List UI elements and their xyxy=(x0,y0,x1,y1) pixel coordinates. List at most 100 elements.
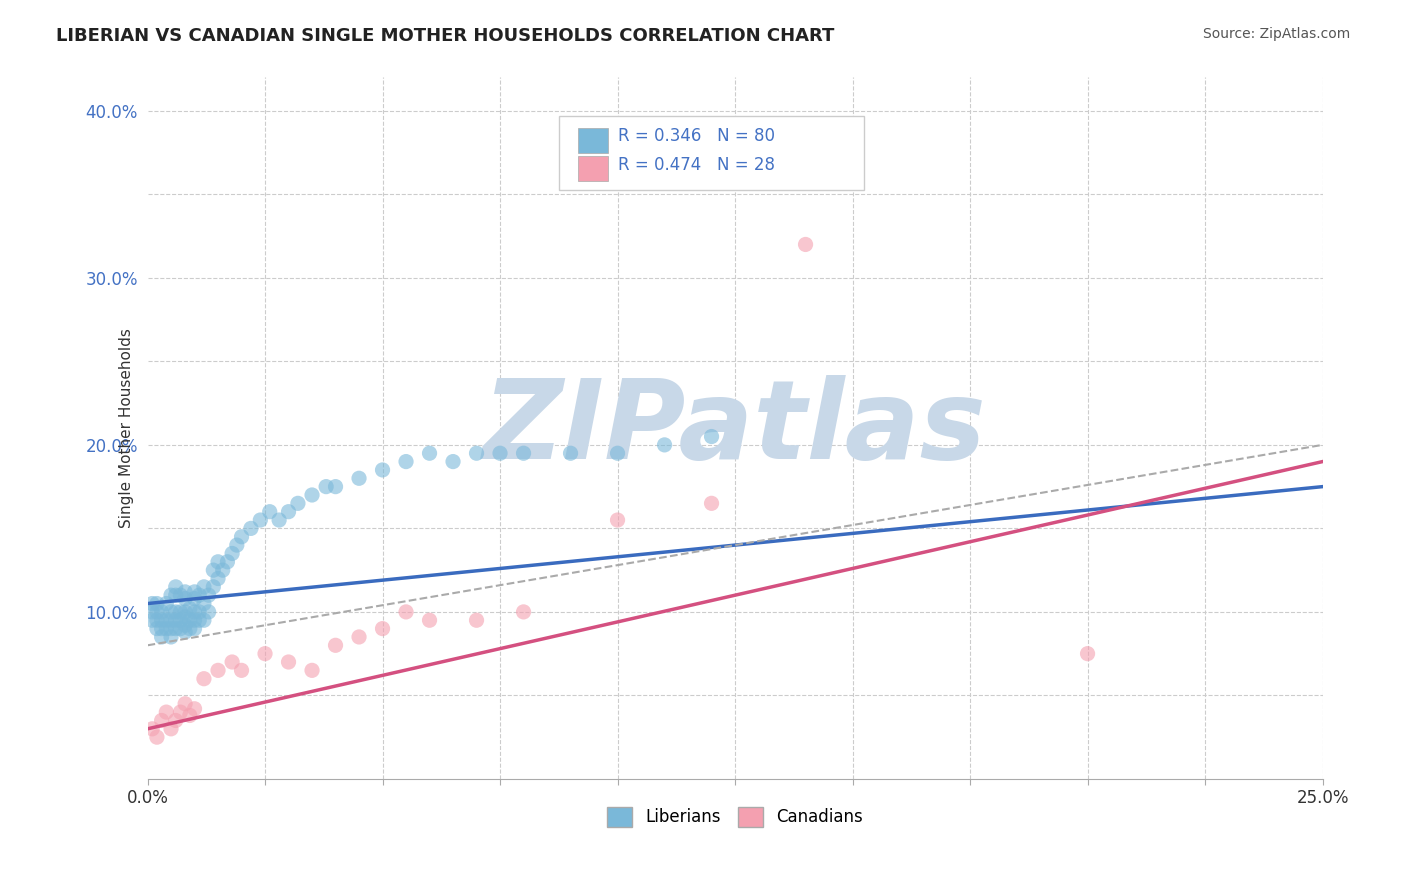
Point xyxy=(150,605,173,619)
Point xyxy=(160,605,183,619)
Point xyxy=(150,630,173,644)
Point xyxy=(193,597,215,611)
Point xyxy=(207,664,229,678)
Point xyxy=(325,480,347,494)
Point xyxy=(1077,647,1099,661)
Point xyxy=(169,622,191,636)
Point xyxy=(193,672,215,686)
Point xyxy=(188,605,211,619)
Point xyxy=(146,597,169,611)
Point xyxy=(315,480,337,494)
Point xyxy=(465,613,488,627)
Point xyxy=(174,618,197,632)
Point xyxy=(174,697,197,711)
Point xyxy=(347,630,370,644)
Point xyxy=(146,613,169,627)
Point xyxy=(560,446,582,460)
Point xyxy=(160,613,183,627)
Point xyxy=(155,613,177,627)
Point xyxy=(221,655,243,669)
Point xyxy=(150,613,173,627)
Point xyxy=(419,446,441,460)
Point xyxy=(165,588,187,602)
Point xyxy=(179,622,201,636)
Point xyxy=(183,585,205,599)
FancyBboxPatch shape xyxy=(578,128,609,153)
Point xyxy=(160,722,183,736)
Point xyxy=(259,505,281,519)
Point xyxy=(174,585,197,599)
Point xyxy=(165,605,187,619)
Point xyxy=(174,605,197,619)
Point xyxy=(197,605,219,619)
Point xyxy=(239,521,262,535)
Point xyxy=(183,622,205,636)
Point xyxy=(146,622,169,636)
Point xyxy=(169,605,191,619)
Point xyxy=(193,580,215,594)
Point xyxy=(371,622,394,636)
Point xyxy=(160,622,183,636)
Point xyxy=(325,638,347,652)
Text: R = 0.346   N = 80: R = 0.346 N = 80 xyxy=(617,127,775,145)
Point xyxy=(141,597,163,611)
Point xyxy=(183,702,205,716)
Point xyxy=(269,513,291,527)
Point xyxy=(169,705,191,719)
Text: R = 0.474   N = 28: R = 0.474 N = 28 xyxy=(617,156,775,174)
Y-axis label: Single Mother Households: Single Mother Households xyxy=(118,328,134,528)
Point xyxy=(155,597,177,611)
Point xyxy=(169,588,191,602)
Point xyxy=(395,454,418,468)
Point xyxy=(253,647,276,661)
Point xyxy=(174,591,197,606)
Point xyxy=(606,446,628,460)
Point xyxy=(174,624,197,639)
Text: ZIPatlas: ZIPatlas xyxy=(484,375,987,482)
Point xyxy=(465,446,488,460)
Text: LIBERIAN VS CANADIAN SINGLE MOTHER HOUSEHOLDS CORRELATION CHART: LIBERIAN VS CANADIAN SINGLE MOTHER HOUSE… xyxy=(56,27,835,45)
Point xyxy=(155,622,177,636)
Point xyxy=(146,730,169,744)
Point xyxy=(160,630,183,644)
Point xyxy=(217,555,239,569)
Point xyxy=(179,601,201,615)
Point xyxy=(489,446,512,460)
Legend: Liberians, Canadians: Liberians, Canadians xyxy=(600,800,869,834)
Point xyxy=(197,588,219,602)
Point xyxy=(165,613,187,627)
Point xyxy=(207,555,229,569)
Point xyxy=(371,463,394,477)
Point xyxy=(155,705,177,719)
Point xyxy=(221,546,243,560)
Point xyxy=(150,714,173,728)
Point xyxy=(606,513,628,527)
Text: Source: ZipAtlas.com: Source: ZipAtlas.com xyxy=(1202,27,1350,41)
Point xyxy=(512,446,534,460)
Point xyxy=(700,429,723,443)
Point xyxy=(188,588,211,602)
Point xyxy=(179,613,201,627)
Point xyxy=(165,580,187,594)
Point xyxy=(183,613,205,627)
FancyBboxPatch shape xyxy=(578,156,609,181)
Point xyxy=(441,454,464,468)
Point xyxy=(202,563,225,577)
Point xyxy=(395,605,418,619)
Point xyxy=(347,471,370,485)
Point xyxy=(146,605,169,619)
Point xyxy=(700,496,723,510)
Point xyxy=(277,655,299,669)
Point xyxy=(794,237,817,252)
Point xyxy=(179,708,201,723)
Point xyxy=(160,588,183,602)
Point xyxy=(654,438,676,452)
Point xyxy=(202,580,225,594)
Point xyxy=(301,664,323,678)
FancyBboxPatch shape xyxy=(558,116,865,190)
Point xyxy=(193,613,215,627)
Point xyxy=(419,613,441,627)
Point xyxy=(231,530,253,544)
Point xyxy=(277,505,299,519)
Point xyxy=(301,488,323,502)
